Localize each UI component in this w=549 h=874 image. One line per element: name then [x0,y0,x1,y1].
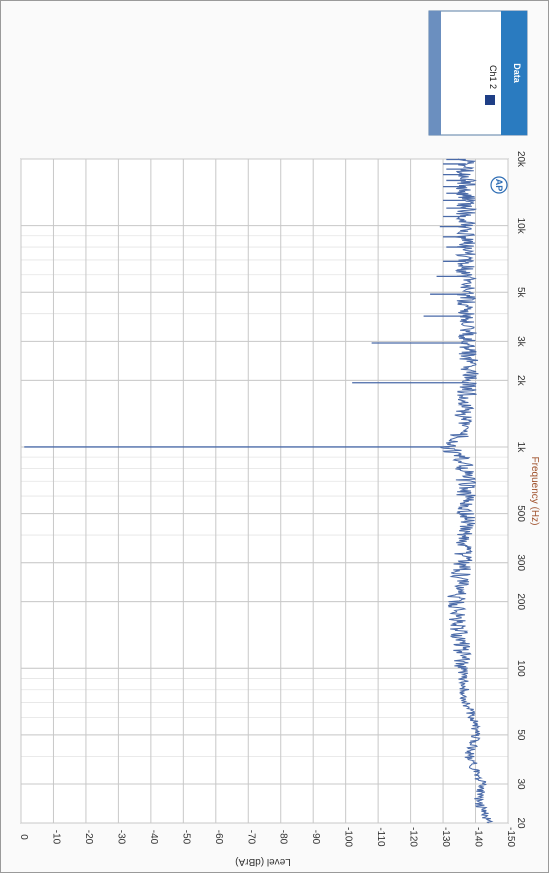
level-tick-label: -70 [245,830,256,845]
tick-labels: 0 -10 -20 -30 -40 -50 -60 -70 -80 -90 -100 -110 -120… [18,151,526,848]
level-tick-label: -50 [180,830,191,845]
level-tick-label: -80 [278,830,289,845]
level-tick-label: -100 [343,827,354,847]
level-tick-label: -130 [440,827,451,847]
level-tick-label: -10 [50,830,61,845]
level-tick-label: -20 [83,830,94,845]
frequency-tick-label: 5k [515,287,526,299]
level-tick-label: -110 [375,827,386,847]
frequency-tick-label: 2k [515,375,526,387]
noise-floor-trace [440,158,494,824]
ap-logo-text: AP [494,179,504,192]
frequency-tick-label: 300 [515,554,526,571]
frequency-tick-label: 3k [515,336,526,348]
legend-gutter [429,11,441,135]
level-tick-label: -30 [115,830,126,845]
level-tick-label: -60 [213,830,224,845]
legend-swatch [485,95,495,105]
level-tick-label: -90 [310,830,321,845]
y-axis-title: Level (dBrA) [235,856,291,867]
x-axis-title: Frequency (Hz) [529,457,540,526]
level-tick-label: -40 [148,830,159,845]
grid-lines [20,158,509,824]
frequency-tick-label: 100 [515,660,526,677]
frequency-tick-label: 50 [515,729,526,741]
level-tick-label: -140 [473,827,484,847]
frequency-tick-label: 200 [515,593,526,610]
level-tick-label: -150 [505,827,516,847]
frequency-tick-label: 1k [515,442,526,454]
legend-entry-label: Ch1 2 [488,65,498,89]
level-tick-label: -120 [408,827,419,847]
axis-titles: Frequency (Hz) Level (dBrA) AP [235,176,540,867]
plot-background [20,158,509,824]
frequency-tick-label: 500 [515,505,526,522]
frequency-tick-label: 10k [515,218,526,235]
plot-area [20,158,509,824]
series-layer [24,158,494,824]
legend-title: Data [512,63,522,84]
frequency-tick-label: 20 [515,817,526,829]
ap-logo-icon [490,176,508,194]
level-tick-label: 0 [18,834,29,840]
legend-header [501,11,527,135]
frequency-tick-label: 30 [515,778,526,790]
legend: Data Ch1 2 [428,10,528,136]
frequency-tick-label: 20k [515,151,526,168]
